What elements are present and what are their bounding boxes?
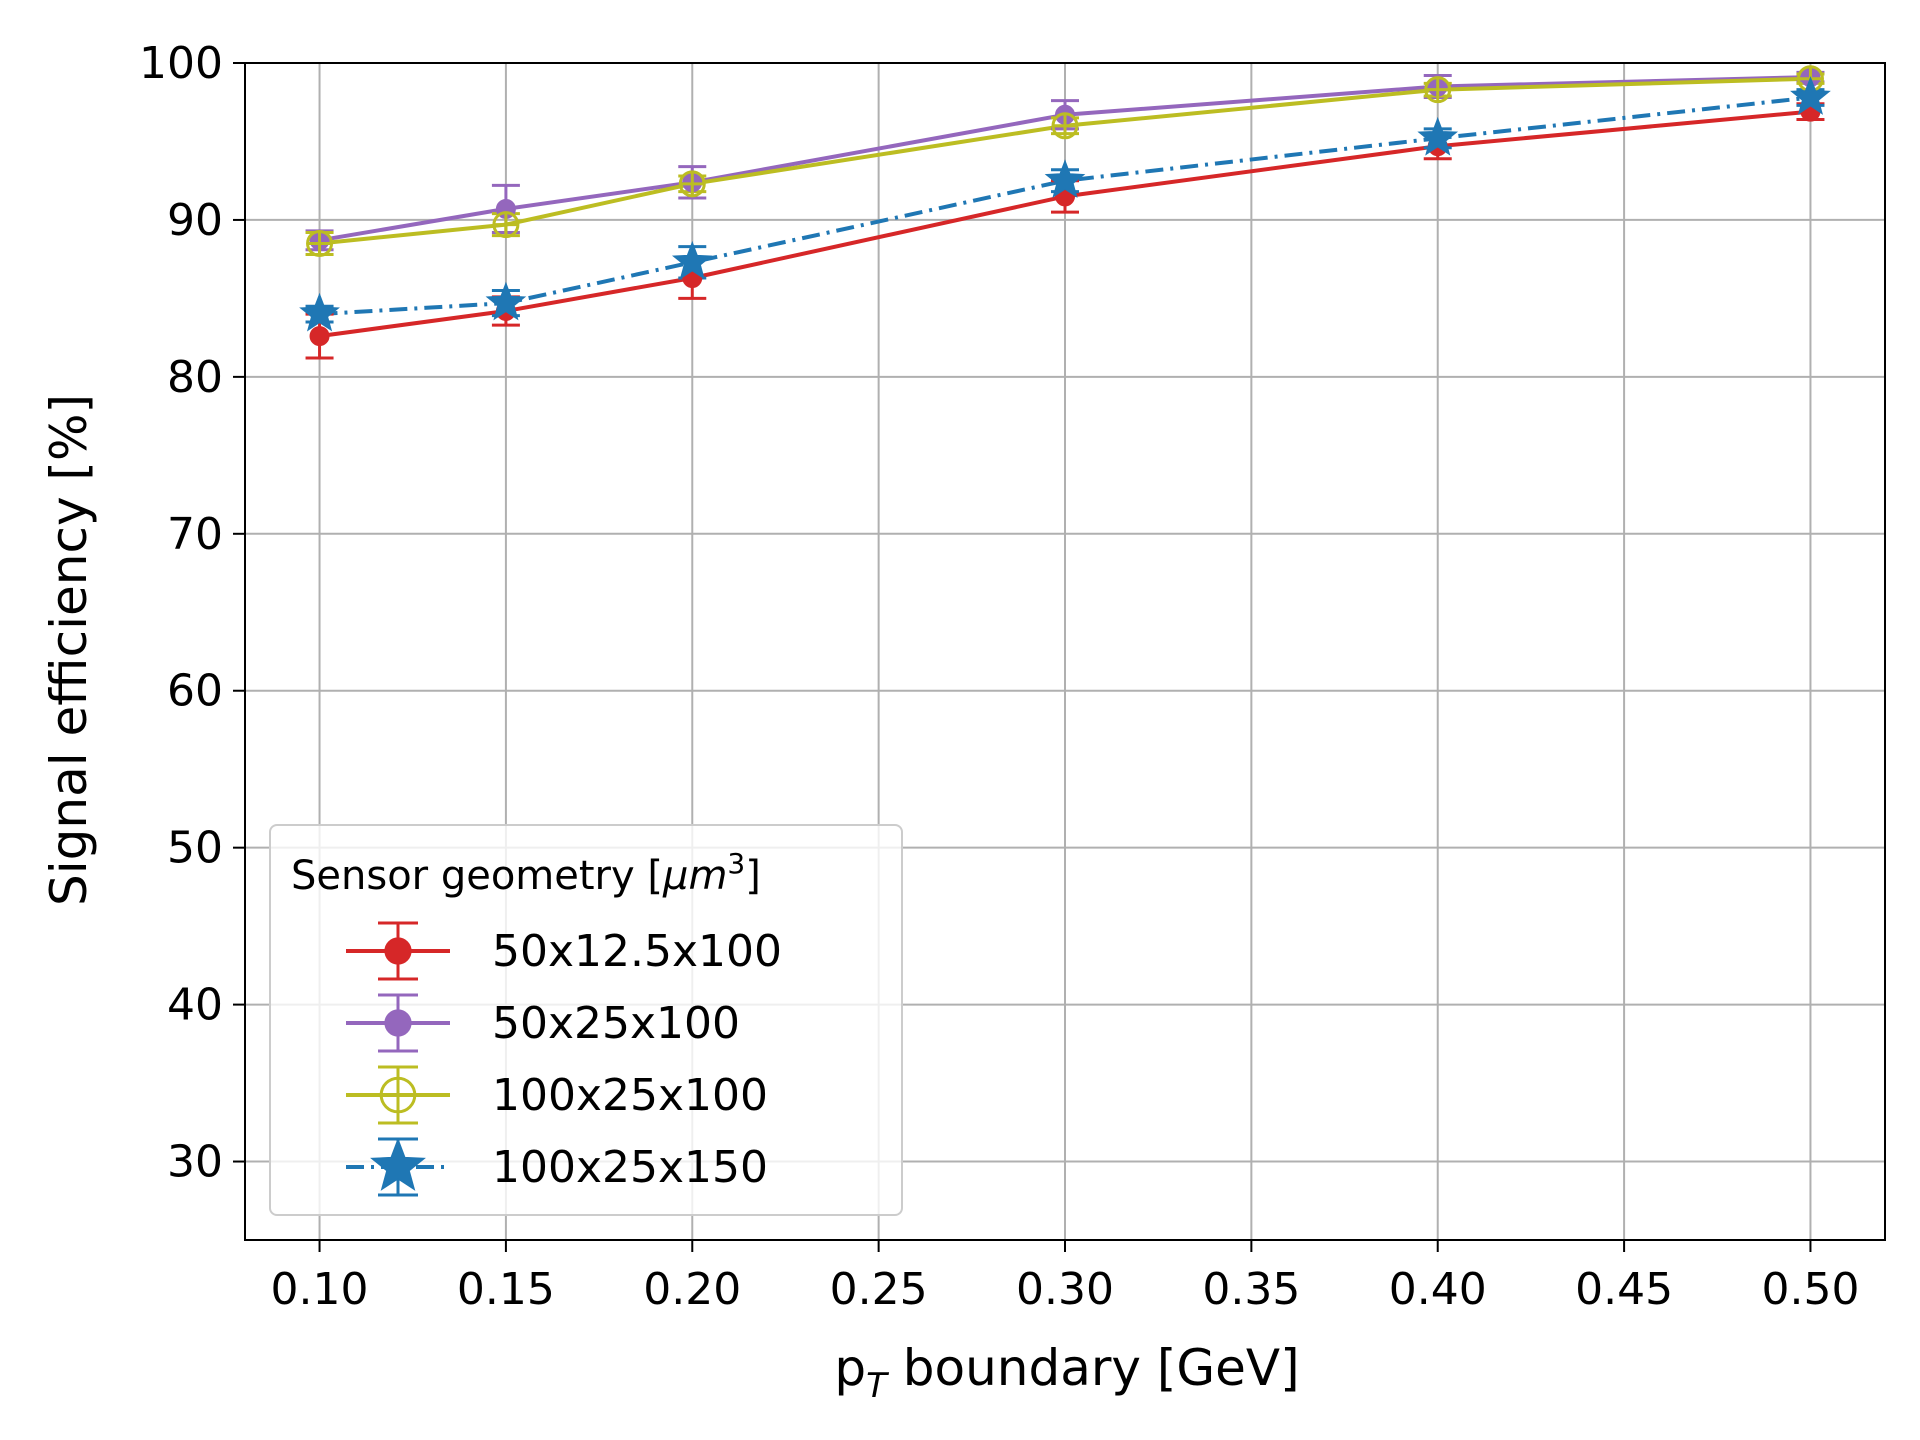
x-axis-ticks: 0.10 0.15 0.20 0.25 0.30 0.35 0.40 0.45 0.50 — [271, 1240, 1859, 1315]
data-point-100x25x150 — [299, 292, 340, 332]
legend-marker — [384, 1009, 412, 1037]
legend: Sensor geometry [μm3] 50x12.5x100 50x25x1… — [269, 824, 903, 1216]
legend-entry: 50x25x100 — [346, 993, 740, 1053]
legend-marker — [384, 937, 412, 965]
data-point-100x25x150 — [671, 240, 713, 280]
legend-label: 100x25x100 — [492, 1070, 768, 1121]
y-axis-ticks: 30 40 50 60 70 80 90 100 — [139, 38, 245, 1188]
legend-label: 100x25x150 — [492, 1142, 768, 1193]
data-point-100x25x150 — [1044, 159, 1086, 199]
x-tick-label: 0.40 — [1389, 1264, 1487, 1315]
markers — [299, 65, 1831, 347]
series-line-100x25x100 — [319, 76, 1811, 246]
legend-marker — [379, 1076, 417, 1114]
data-point-100x25x100 — [492, 211, 520, 239]
series-lines — [319, 75, 1811, 339]
y-axis-label: Signal efficiency [%] — [40, 394, 98, 906]
x-tick-label: 0.45 — [1575, 1264, 1673, 1315]
series-line-50x12.5x100 — [319, 109, 1811, 339]
data-point-100x25x100 — [306, 229, 334, 257]
x-axis-label: pT boundary [GeV] — [834, 1339, 1299, 1406]
x-tick-label: 0.20 — [643, 1264, 741, 1315]
x-tick-label: 0.25 — [830, 1264, 928, 1315]
x-tick-label: 0.10 — [271, 1264, 369, 1315]
legend-label: 50x25x100 — [492, 998, 740, 1049]
data-point-100x25x150 — [485, 281, 527, 321]
legend-frame — [269, 824, 903, 1216]
data-point-100x25x150 — [1417, 116, 1459, 156]
legend-entries: 50x12.5x100 50x25x100 100x25x100 100x25x150 — [346, 921, 782, 1197]
y-tick-label: 60 — [167, 666, 223, 717]
data-point-100x25x150 — [1790, 76, 1831, 115]
legend-entry: 100x25x150 — [346, 1137, 768, 1197]
y-tick-label: 90 — [167, 195, 223, 246]
data-point-50x12.5x100 — [309, 326, 330, 347]
x-tick-label: 0.35 — [1202, 1264, 1300, 1315]
x-tick-label: 0.50 — [1761, 1264, 1859, 1315]
x-tick-label: 0.15 — [457, 1264, 555, 1315]
y-tick-label: 100 — [139, 38, 223, 89]
y-tick-label: 80 — [167, 352, 223, 403]
legend-entry: 50x12.5x100 — [346, 921, 782, 981]
data-point-100x25x100 — [1424, 76, 1452, 104]
series-line-100x25x150 — [319, 95, 1811, 317]
y-tick-label: 70 — [167, 509, 223, 560]
y-tick-label: 40 — [167, 980, 223, 1031]
y-tick-label: 50 — [167, 823, 223, 874]
legend-entry: 100x25x100 — [346, 1065, 768, 1125]
legend-title: Sensor geometry [μm3] — [291, 847, 761, 899]
series-line-50x25x100 — [319, 75, 1811, 243]
legend-marker — [370, 1137, 426, 1191]
x-tick-label: 0.30 — [1016, 1264, 1114, 1315]
y-tick-label: 30 — [167, 1137, 223, 1188]
data-point-100x25x100 — [678, 170, 706, 198]
data-point-100x25x100 — [1051, 112, 1079, 140]
legend-label: 50x12.5x100 — [492, 926, 782, 977]
